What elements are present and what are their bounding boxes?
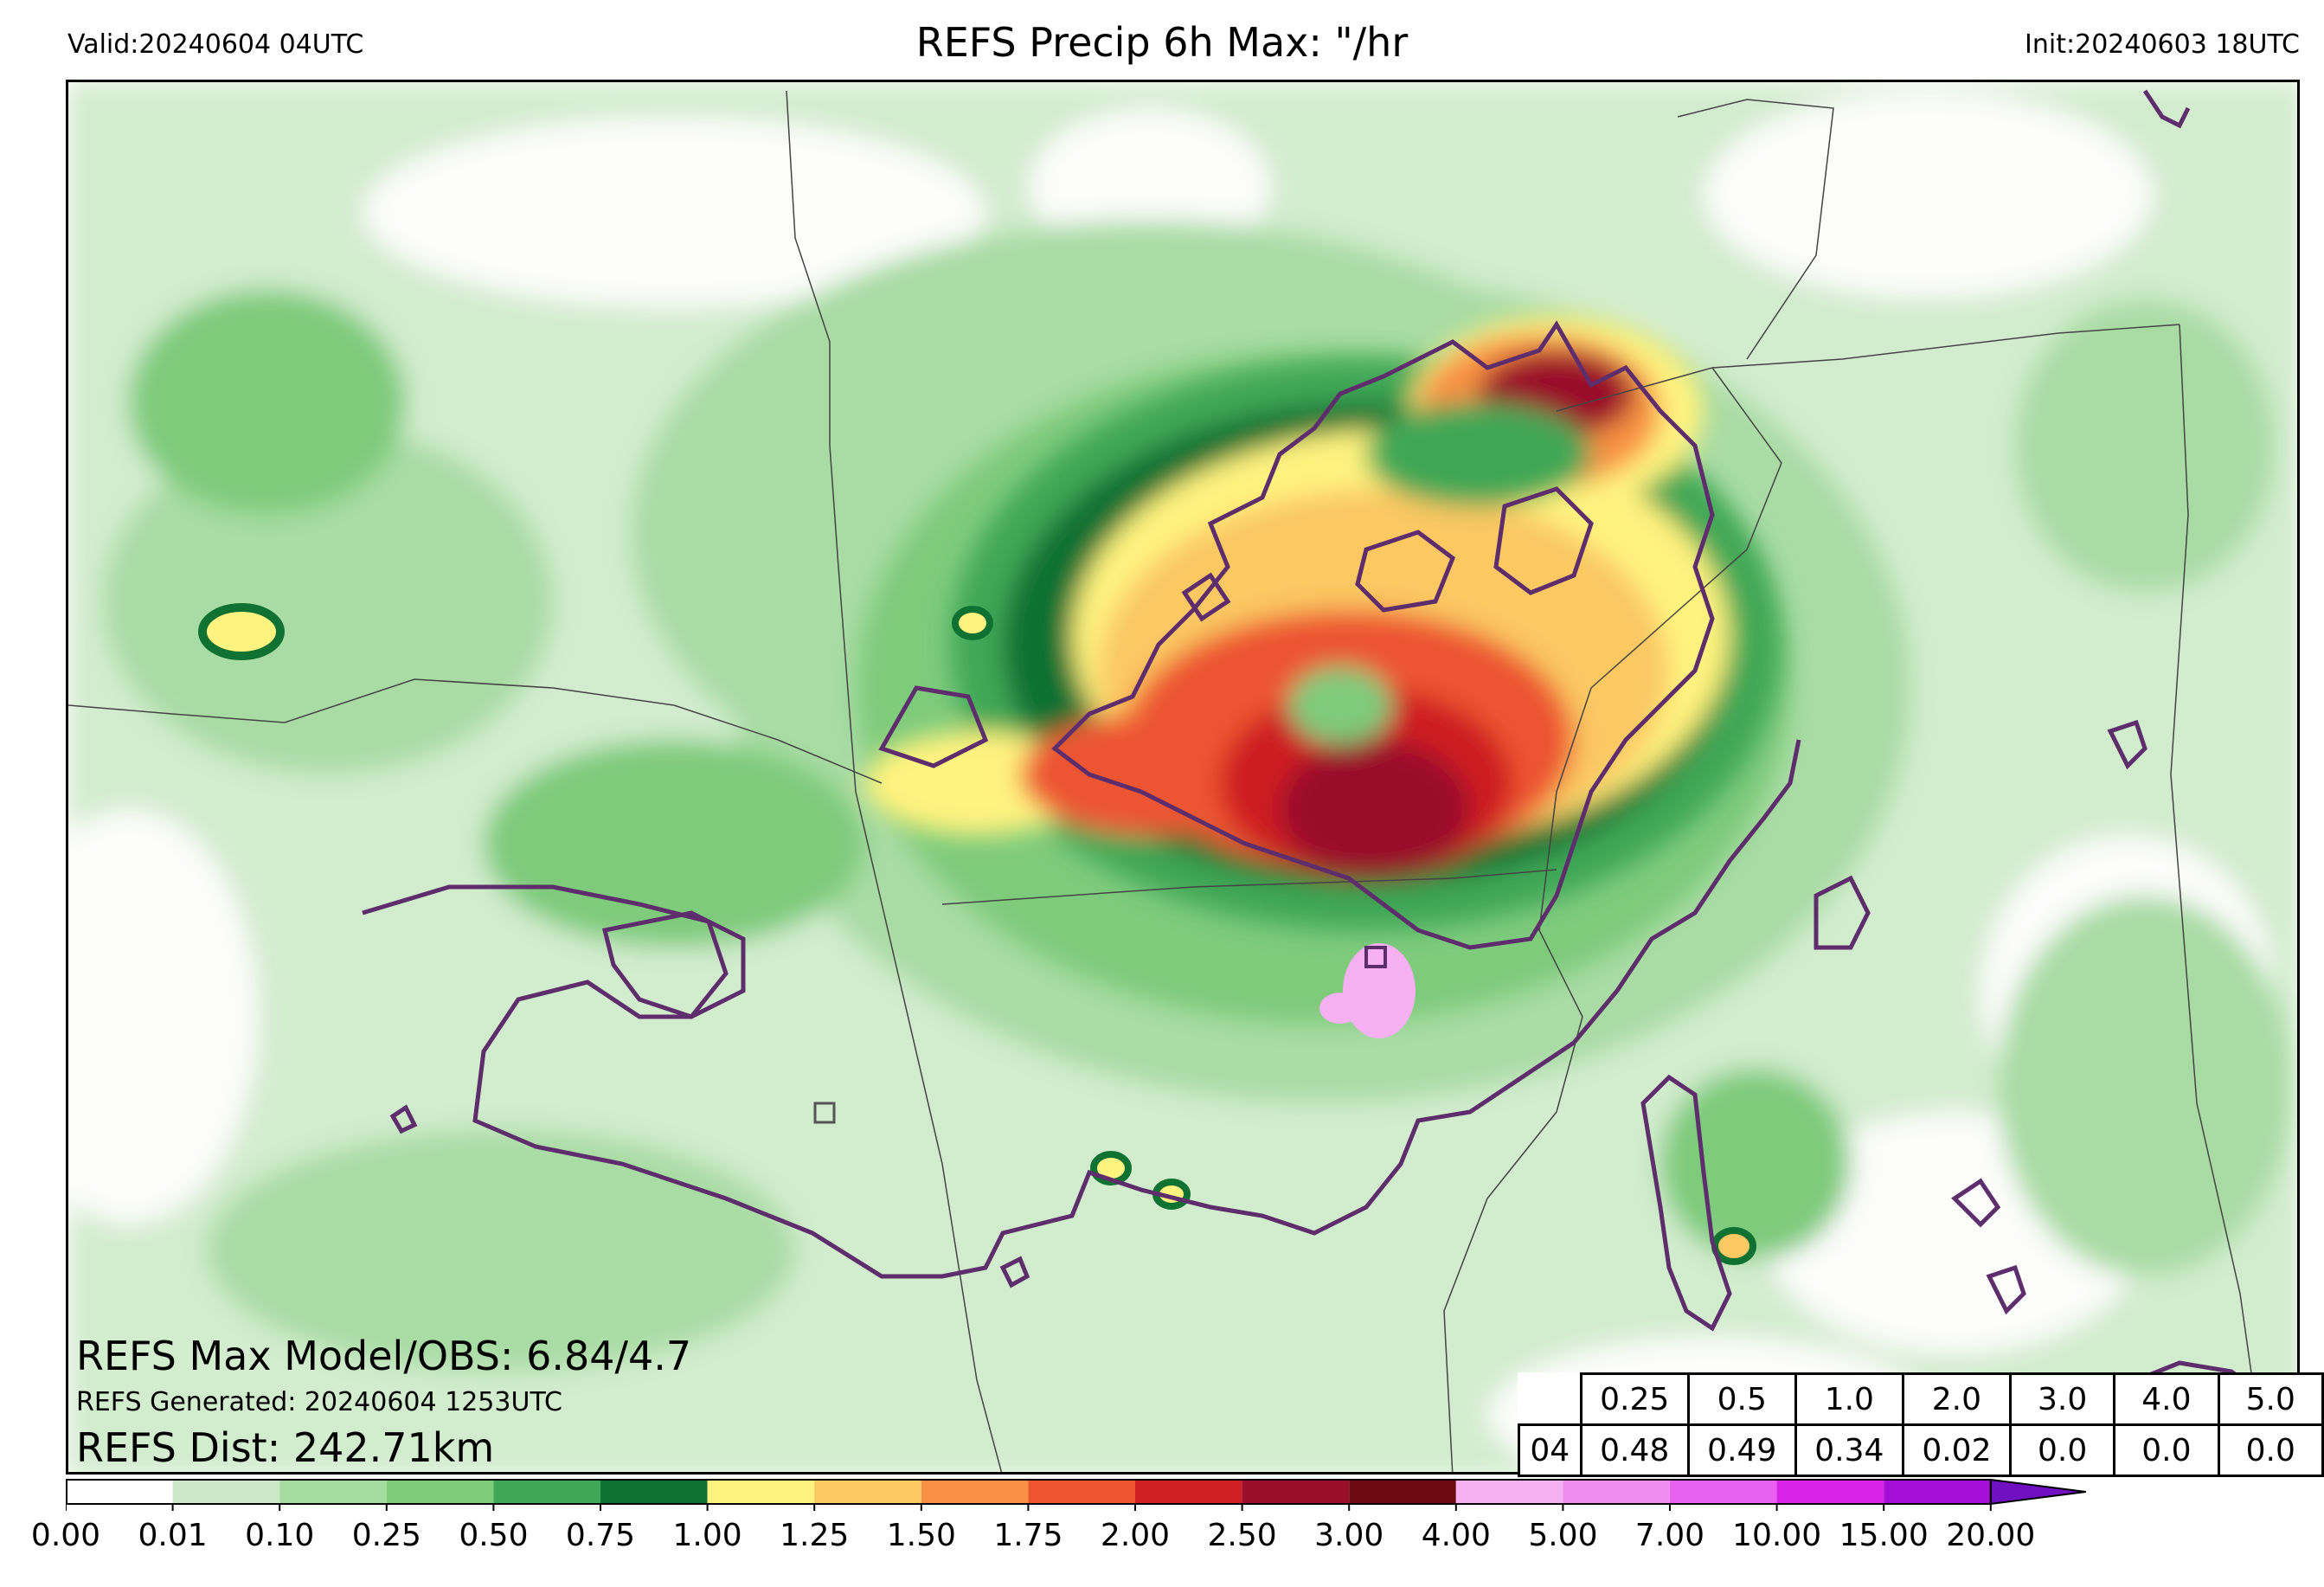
colorbar-swatch xyxy=(172,1480,280,1504)
precip-map-svg xyxy=(68,82,2297,1472)
colorbar-tick-label: 0.25 xyxy=(351,1518,421,1553)
threshold-cell: 5.0 xyxy=(2217,1372,2324,1426)
threshold-cell: 0.5 xyxy=(1686,1372,1797,1426)
obs-max-marker xyxy=(813,1102,836,1124)
colorbar-tick-label: 4.00 xyxy=(1421,1518,1491,1553)
model-max-marker xyxy=(1364,946,1387,968)
value-cell: 0.48 xyxy=(1579,1423,1690,1477)
colorbar-swatch xyxy=(1563,1480,1670,1504)
colorbar-swatch xyxy=(493,1480,600,1504)
state-borders xyxy=(68,90,2266,1472)
colorbar-swatch xyxy=(1884,1480,1991,1504)
colorbar-tick-label: 20.00 xyxy=(1946,1518,2036,1553)
colorbar-swatch xyxy=(600,1480,708,1504)
value-cell: 0.0 xyxy=(2113,1423,2220,1477)
colorbar-swatch xyxy=(1028,1480,1135,1504)
colorbar-swatch xyxy=(921,1480,1029,1504)
threshold-cell: 0.25 xyxy=(1579,1372,1690,1426)
colorbar-swatch xyxy=(1349,1480,1456,1504)
colorbar-tick-label: 2.00 xyxy=(1100,1518,1171,1553)
colorbar-swatch xyxy=(1776,1480,1884,1504)
precip-map xyxy=(66,80,2300,1475)
value-row: 04 0.48 0.49 0.34 0.02 0.0 0.0 0.0 xyxy=(1518,1423,2324,1477)
colorbar-tick-label: 0.10 xyxy=(245,1518,315,1553)
colorbar-tick-label: 5.00 xyxy=(1528,1518,1598,1553)
colorbar-tick-label: 1.50 xyxy=(886,1518,956,1553)
colorbar-swatch xyxy=(386,1480,494,1504)
value-cell: 0.0 xyxy=(2008,1423,2116,1477)
colorbar-swatch xyxy=(279,1480,387,1504)
precip-cells xyxy=(198,603,1756,1265)
colorbar-tick-label: 15.00 xyxy=(1839,1518,1929,1553)
colorbar-swatch xyxy=(66,1480,173,1504)
table-corner xyxy=(1519,1374,1582,1425)
colorbar-tick-label: 1.25 xyxy=(780,1518,850,1553)
colorbar-tick-label: 10.00 xyxy=(1732,1518,1822,1553)
colorbar-tick-label: 1.75 xyxy=(993,1518,1063,1553)
valid-time: Valid:20240604 04UTC xyxy=(67,29,364,60)
colorbar-swatch xyxy=(1135,1480,1242,1504)
colorbar xyxy=(66,1478,2086,1511)
init-time: Init:20240603 18UTC xyxy=(2025,29,2300,60)
value-cell: 0.34 xyxy=(1794,1423,1904,1477)
colorbar-tick-label: 7.00 xyxy=(1634,1518,1705,1553)
map-title: REFS Precip 6h Max: "/hr xyxy=(915,19,1409,66)
colorbar-tick-label: 0.01 xyxy=(138,1518,208,1553)
threshold-cell: 1.0 xyxy=(1794,1372,1904,1426)
colorbar-tick-label: 0.75 xyxy=(565,1518,636,1553)
colorbar-tick-label: 3.00 xyxy=(1314,1518,1384,1553)
colorbar-swatch xyxy=(1242,1480,1350,1504)
threshold-row: 0.25 0.5 1.0 2.0 3.0 4.0 5.0 xyxy=(1519,1372,2324,1426)
threshold-cell: 3.0 xyxy=(2008,1372,2116,1426)
threshold-stats-table: 0.25 0.5 1.0 2.0 3.0 4.0 5.0 04 0.48 0.4… xyxy=(1518,1372,2324,1477)
colorbar-tick-label: 2.50 xyxy=(1207,1518,1277,1553)
threshold-cell: 2.0 xyxy=(1901,1372,2012,1426)
max-model-obs-label: REFS Max Model/OBS: 6.84/4.7 xyxy=(76,1333,692,1379)
colorbar-swatch xyxy=(1670,1480,1777,1504)
value-cell: 0.02 xyxy=(1901,1423,2012,1477)
colorbar-swatch xyxy=(1455,1480,1563,1504)
value-cell: 0.0 xyxy=(2217,1423,2324,1477)
colorbar-tick-label: 1.00 xyxy=(672,1518,742,1553)
colorbar-swatch xyxy=(707,1480,815,1504)
colorbar-swatch xyxy=(814,1480,921,1504)
generated-label: REFS Generated: 20240604 1253UTC xyxy=(76,1387,562,1417)
colorbar-extend-arrow xyxy=(1989,1478,2086,1506)
threshold-cell: 4.0 xyxy=(2113,1372,2220,1426)
colorbar-tick-label: 0.50 xyxy=(459,1518,529,1553)
colorbar-tick-label: 0.00 xyxy=(30,1518,101,1553)
hour-cell: 04 xyxy=(1518,1423,1583,1477)
value-cell: 0.49 xyxy=(1686,1423,1797,1477)
precip-field-core xyxy=(864,316,1782,930)
distance-label: REFS Dist: 242.71km xyxy=(76,1424,495,1471)
